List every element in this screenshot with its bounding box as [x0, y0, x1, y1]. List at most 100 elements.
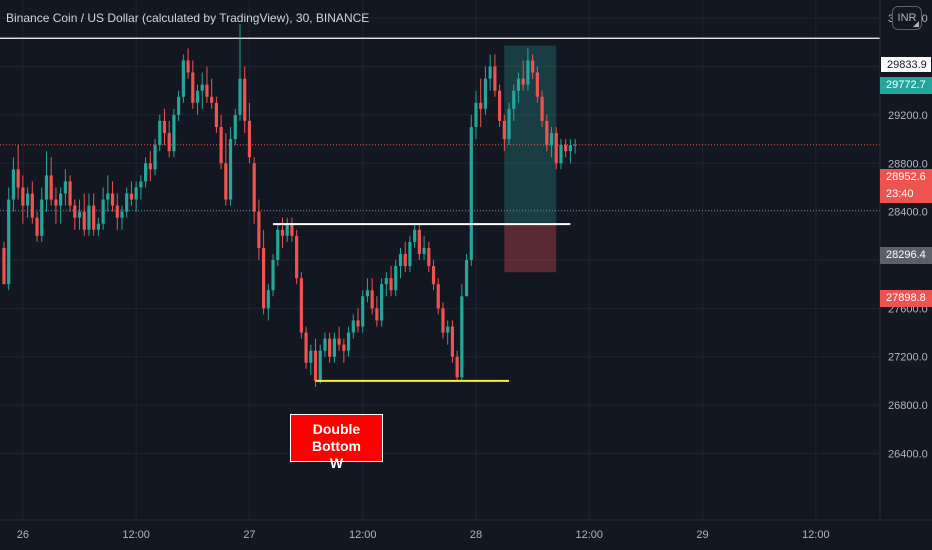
candle-body	[120, 211, 124, 218]
candle-body	[129, 193, 134, 200]
candle-body	[101, 199, 105, 224]
price-tag-stop: 27898.8	[880, 290, 932, 307]
candle-body	[535, 72, 539, 97]
candle-body	[59, 193, 63, 206]
candle-body	[370, 290, 374, 309]
candle-body	[16, 169, 20, 188]
candle-body	[540, 96, 544, 121]
candle-body	[502, 120, 506, 140]
candle-body	[44, 175, 49, 200]
price-tag-entry: 28296.4	[880, 247, 932, 264]
currency-button[interactable]: INR	[892, 6, 922, 30]
double-bottom-label[interactable]: Double Bottom W	[290, 414, 383, 471]
candle-body	[153, 145, 157, 170]
candle-body	[361, 296, 365, 327]
candle-body	[238, 78, 242, 115]
candle-body	[318, 350, 322, 381]
candle-body	[299, 278, 303, 333]
candle-body	[356, 320, 360, 327]
candle-body	[181, 60, 185, 97]
candle-body	[493, 66, 497, 91]
candle-body	[342, 344, 346, 351]
candle-body	[224, 163, 228, 200]
candle-body	[139, 181, 143, 188]
candle-body	[483, 78, 488, 109]
price-tick-label: 28400.0	[888, 207, 928, 219]
candle-body	[40, 199, 44, 236]
candle-body	[413, 229, 417, 242]
candle-body	[106, 193, 110, 200]
candle-body	[257, 211, 261, 248]
candle-body	[247, 120, 252, 158]
candle-body	[474, 102, 478, 127]
candle-body	[389, 278, 393, 291]
candle-body	[11, 169, 16, 200]
candle-body	[63, 181, 67, 194]
candle-body	[96, 223, 100, 230]
candle-body	[375, 308, 379, 321]
candle-body	[200, 84, 204, 91]
candle-body	[35, 217, 39, 236]
candle-body	[488, 66, 492, 79]
candle-body	[243, 78, 247, 121]
candle-body	[252, 163, 256, 212]
grid-lines	[0, 0, 880, 520]
candle-body	[464, 260, 469, 297]
candle-body	[450, 326, 454, 357]
candle-body	[125, 193, 129, 212]
candle-body	[545, 120, 549, 146]
candle-body	[403, 253, 407, 267]
candle-body	[498, 90, 502, 121]
candle-body	[554, 133, 558, 164]
candle-body	[276, 229, 280, 260]
candle-body	[441, 308, 445, 333]
time-tick-label: 12:00	[122, 529, 150, 541]
candle-body	[512, 90, 516, 109]
candle-body	[148, 163, 152, 170]
time-tick-label: 29	[696, 529, 708, 541]
candle-body	[73, 205, 77, 218]
price-tick-label: 27200.0	[888, 352, 928, 364]
candle-body	[313, 350, 318, 381]
candle-body	[82, 211, 86, 230]
candle-body	[54, 199, 58, 206]
price-tick-label: 26400.0	[888, 448, 928, 460]
candle-body	[394, 266, 398, 291]
candle-body	[323, 338, 327, 351]
candle-body	[573, 144, 577, 146]
loss-zone	[504, 224, 557, 273]
candle-body	[262, 247, 266, 309]
candle-body	[384, 278, 388, 285]
candle-body	[158, 120, 162, 146]
candle-body	[7, 199, 11, 285]
candle-body	[30, 193, 34, 218]
candle-body	[526, 60, 530, 85]
candle-body	[233, 114, 237, 140]
time-tick-label: 12:00	[802, 529, 830, 541]
time-tick-label: 28	[470, 529, 482, 541]
candle-body	[436, 284, 440, 309]
candle-body	[205, 84, 209, 97]
price-tick-label: 29200.0	[888, 110, 928, 122]
price-tick-label: 26800.0	[888, 400, 928, 412]
candle-body	[422, 247, 426, 254]
candle-body	[564, 145, 568, 152]
candle-body	[365, 290, 370, 297]
drawn-lines	[273, 223, 571, 382]
horizontal-lines	[0, 37, 880, 211]
candle-body	[172, 114, 176, 152]
candle-body	[521, 78, 525, 85]
candle-body	[77, 211, 82, 218]
candle-body	[351, 320, 355, 333]
candle-body	[431, 266, 436, 285]
price-tag-top-line: 29833.9	[880, 56, 932, 73]
candle-body	[309, 350, 313, 363]
candle-body	[186, 60, 190, 73]
time-tick-label: 26	[17, 529, 29, 541]
candle-body	[167, 133, 171, 152]
candle-body	[144, 163, 148, 182]
candle-body	[87, 205, 91, 230]
candle-body	[162, 120, 167, 134]
candle-body	[266, 290, 270, 309]
